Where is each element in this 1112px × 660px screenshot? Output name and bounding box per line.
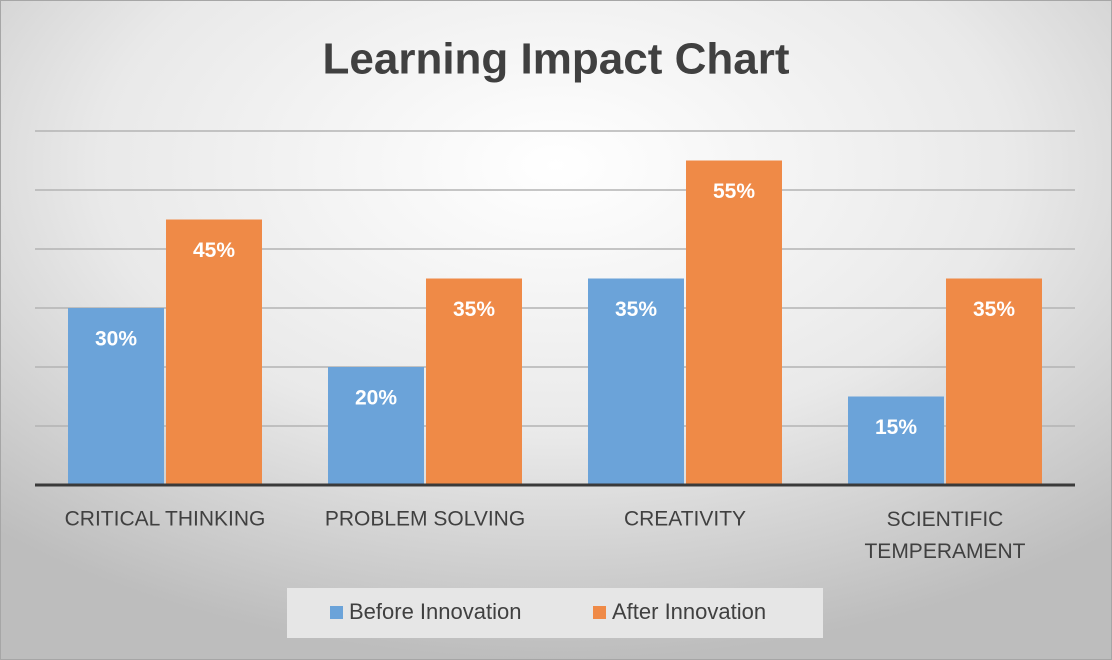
- data-label: 35%: [973, 298, 1015, 321]
- data-label: 45%: [193, 239, 235, 262]
- data-label: 55%: [713, 180, 755, 203]
- chart-title: Learning Impact Chart: [323, 35, 790, 84]
- data-label: 35%: [615, 298, 657, 321]
- x-tick-label: CRITICAL THINKING: [65, 508, 266, 531]
- data-label: 15%: [875, 416, 917, 439]
- data-label: 30%: [95, 328, 137, 351]
- bar: [848, 396, 944, 485]
- legend-swatch: [593, 606, 606, 619]
- bar: [686, 160, 782, 485]
- legend-label: After Innovation: [612, 599, 766, 624]
- bar: [946, 278, 1042, 485]
- bar: [328, 367, 424, 485]
- legend-swatch: [330, 606, 343, 619]
- legend-label: Before Innovation: [349, 599, 521, 624]
- data-label: 35%: [453, 298, 495, 321]
- legend-box: [287, 588, 823, 638]
- bar: [588, 278, 684, 485]
- x-tick-label: SCIENTIFIC TEMPERAMENT: [864, 508, 1025, 563]
- bar: [166, 219, 262, 485]
- bar: [426, 278, 522, 485]
- x-tick-label: PROBLEM SOLVING: [325, 508, 525, 531]
- data-label: 20%: [355, 387, 397, 410]
- x-tick-label: CREATIVITY: [624, 508, 746, 531]
- bar: [68, 308, 164, 485]
